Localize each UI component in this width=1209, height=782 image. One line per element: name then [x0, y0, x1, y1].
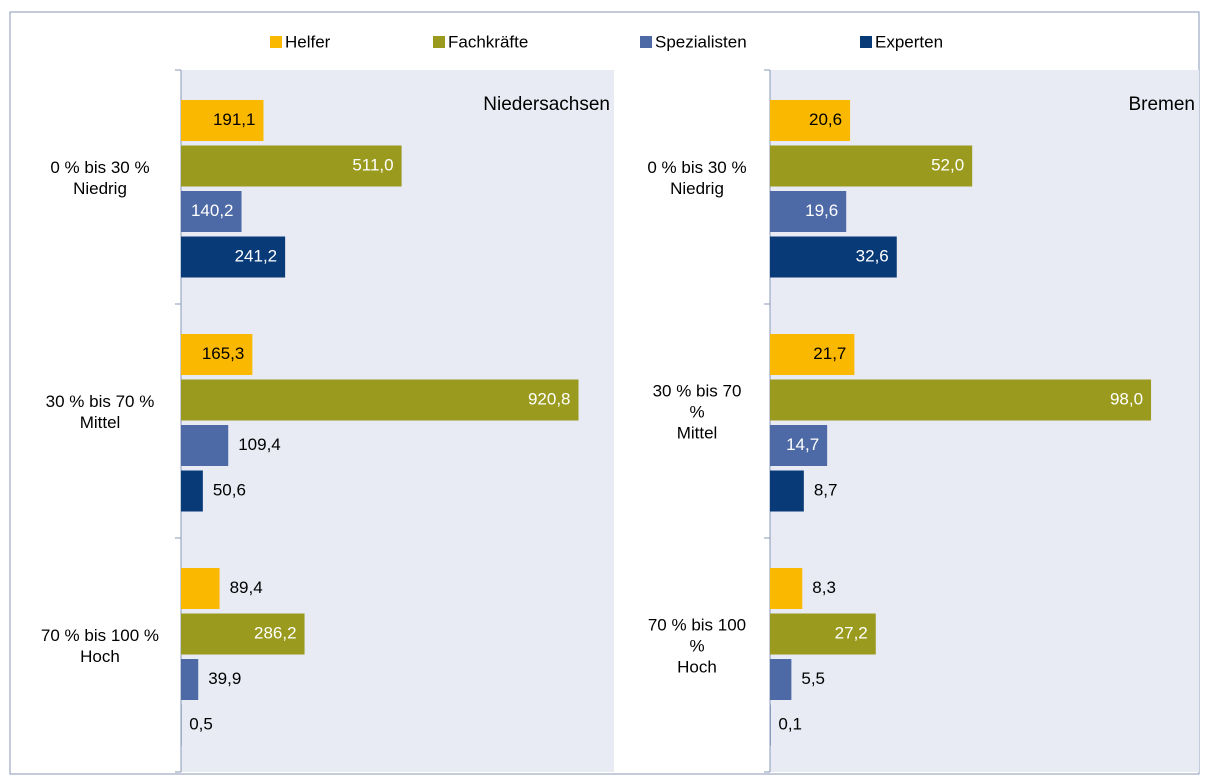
value-label: 109,4: [238, 435, 281, 454]
category-label: Mittel: [80, 413, 121, 432]
legend-swatch: [640, 36, 652, 48]
value-label: 32,6: [856, 246, 889, 265]
value-label: 140,2: [191, 201, 234, 220]
bar: [181, 100, 264, 141]
bar: [770, 145, 973, 187]
bar: [181, 425, 229, 466]
bar: [181, 379, 579, 421]
value-label: 511,0: [352, 155, 393, 174]
value-label: 39,9: [208, 669, 241, 688]
legend-label: Helfer: [285, 32, 331, 51]
bar: [181, 236, 286, 278]
bar: [181, 470, 203, 512]
panel-title: Bremen: [1128, 94, 1195, 115]
bar: [181, 334, 253, 375]
category-label: %: [689, 636, 704, 655]
value-label: 286,2: [254, 623, 297, 642]
bar: [770, 100, 851, 141]
value-label: 5,5: [801, 669, 825, 688]
value-label: 21,7: [813, 344, 846, 363]
panel-title: Niedersachsen: [483, 94, 610, 115]
bar: [770, 236, 897, 278]
value-label: 14,7: [786, 435, 819, 454]
value-label: 50,6: [213, 480, 246, 499]
value-label: 8,7: [814, 480, 838, 499]
value-label: 27,2: [835, 623, 868, 642]
value-label: 0,5: [189, 714, 213, 733]
value-label: 20,6: [809, 110, 842, 129]
category-label: Hoch: [80, 647, 120, 666]
category-label: 30 % bis 70 %: [46, 392, 155, 411]
value-label: 191,1: [213, 110, 256, 129]
bar: [181, 568, 220, 609]
value-label: 241,2: [235, 246, 278, 265]
legend-label: Fachkräfte: [448, 32, 528, 51]
plot-area: [181, 70, 614, 772]
value-label: 920,8: [528, 389, 571, 408]
category-label: 30 % bis 70: [653, 381, 742, 400]
bar: [770, 425, 828, 466]
category-label: 70 % bis 100 %: [41, 626, 159, 645]
category-label: %: [689, 402, 704, 421]
category-label: Niedrig: [670, 179, 724, 198]
bar: [181, 613, 305, 655]
value-label: 98,0: [1110, 389, 1143, 408]
value-label: 52,0: [931, 155, 964, 174]
bar: [770, 613, 876, 655]
category-label: 70 % bis 100: [648, 615, 746, 634]
value-label: 165,3: [202, 344, 245, 363]
category-label: 0 % bis 30 %: [50, 158, 149, 177]
category-label: 0 % bis 30 %: [647, 158, 746, 177]
bar: [770, 470, 804, 512]
bar: [770, 659, 792, 700]
legend-label: Spezialisten: [655, 32, 747, 51]
bar: [770, 334, 855, 375]
legend-swatch: [860, 36, 872, 48]
value-label: 0,1: [778, 714, 802, 733]
bar: [181, 659, 199, 700]
category-label: Niedrig: [73, 179, 127, 198]
legend-label: Experten: [875, 32, 943, 51]
value-label: 19,6: [805, 201, 838, 220]
bar: [181, 191, 242, 232]
bar: [770, 379, 1152, 421]
value-label: 89,4: [230, 578, 263, 597]
legend-swatch: [433, 36, 445, 48]
legend-swatch: [270, 36, 282, 48]
value-label: 8,3: [812, 578, 836, 597]
bar: [181, 145, 402, 187]
plot-area: [770, 70, 1199, 772]
category-label: Mittel: [677, 423, 718, 442]
bar: [770, 568, 803, 609]
bar: [770, 191, 847, 232]
category-label: Hoch: [677, 657, 717, 676]
